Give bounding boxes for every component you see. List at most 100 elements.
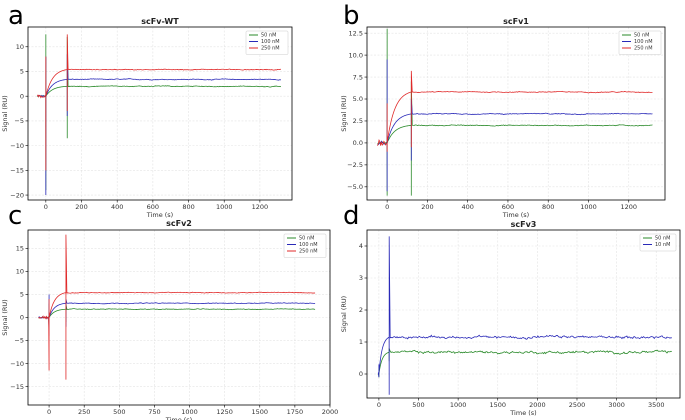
legend-label: 100 nM	[261, 39, 280, 45]
legend-label: 250 nM	[261, 46, 280, 52]
series-line-100-nm	[37, 54, 281, 196]
chart-panel-b: b scFv1 0 200 400 600 800 1000 1200 −5.0 −2.5 0.0 2.…	[340, 1, 666, 219]
y-tick-label: −5	[14, 337, 24, 345]
x-tick-label: 2500	[569, 401, 586, 409]
y-tick-label: 5	[20, 291, 24, 299]
x-axis-label: Time (s)	[146, 211, 173, 219]
x-tick-label: 1200	[252, 203, 269, 211]
x-tick-label: 0	[47, 408, 51, 416]
x-tick-label: 1500	[489, 401, 506, 409]
series-group	[377, 28, 653, 196]
x-tick-label: 400	[111, 203, 123, 211]
y-tick-label: 5	[20, 68, 24, 76]
x-tick-label: 0	[385, 203, 389, 211]
y-tick-label: 12.5	[349, 29, 363, 37]
x-tick-label: 1000	[216, 203, 233, 211]
x-tick-label: 2000	[529, 401, 546, 409]
legend-label: 100 nM	[299, 242, 318, 248]
x-tick-label: 800	[182, 203, 194, 211]
y-tick-label: 10.0	[349, 51, 363, 59]
series-line-250-nm	[377, 70, 653, 152]
x-tick-label: 0	[377, 401, 381, 409]
y-tick-label: 0	[20, 92, 24, 100]
series-group	[36, 34, 282, 196]
x-tick-label: 2000	[322, 408, 339, 416]
x-axis-label: Time (s)	[502, 211, 529, 219]
series-group	[38, 234, 316, 380]
x-tick-label: 200	[75, 203, 87, 211]
x-tick-label: 1250	[216, 408, 233, 416]
plot-frame	[27, 26, 293, 201]
x-tick-label: 1000	[450, 401, 467, 409]
series-line-50-nm	[377, 348, 672, 378]
series-line-100-nm	[377, 59, 653, 192]
x-tick-label: 1000	[181, 408, 198, 416]
y-tick-label: 15	[16, 245, 24, 253]
x-tick-label: 1200	[620, 203, 637, 211]
legend-label: 50 nM	[261, 33, 276, 39]
chart-title: scFv3	[511, 220, 537, 229]
y-tick-label: −5.0	[347, 183, 363, 191]
y-axis-label: Signal (RU)	[340, 95, 348, 131]
series-line-10-nm	[377, 236, 672, 395]
panel-letter: b	[343, 1, 360, 31]
x-tick-label: 800	[542, 203, 554, 211]
legend-label: 10 nM	[655, 242, 670, 248]
y-tick-label: 1	[359, 338, 363, 346]
x-tick-label: 200	[421, 203, 433, 211]
chart-title: scFv1	[503, 17, 529, 26]
x-tick-label: 3000	[608, 401, 625, 409]
chart-title: scFv-WT	[141, 17, 179, 26]
y-tick-label: −2.5	[347, 161, 363, 169]
x-axis-label: Time (s)	[165, 416, 192, 420]
y-tick-label: 0	[20, 314, 24, 322]
x-tick-label: 500	[412, 401, 424, 409]
plot-frame	[366, 229, 681, 399]
y-tick-label: 3	[359, 274, 363, 282]
x-tick-label: 3500	[648, 401, 665, 409]
x-tick-label: 750	[148, 408, 160, 416]
legend-label: 50 nM	[634, 33, 649, 39]
chart-title: scFv2	[166, 219, 192, 228]
series-line-50-nm	[377, 28, 653, 196]
panel-letter: d	[343, 201, 360, 231]
legend-label: 50 nM	[299, 236, 314, 242]
series-line-50-nm	[38, 303, 316, 332]
x-tick-label: 600	[147, 203, 159, 211]
legend-box	[245, 30, 289, 55]
series-line-250-nm	[36, 34, 281, 171]
x-tick-label: 500	[113, 408, 125, 416]
x-tick-label: 400	[461, 203, 473, 211]
y-axis-label: Signal (RU)	[340, 296, 348, 332]
series-line-50-nm	[37, 34, 282, 191]
y-tick-label: −10	[10, 360, 24, 368]
x-tick-label: 600	[502, 203, 514, 211]
y-axis-label: Signal (RU)	[1, 95, 9, 131]
x-tick-label: 1000	[580, 203, 597, 211]
x-tick-label: 250	[78, 408, 90, 416]
legend-label: 50 nM	[655, 236, 670, 242]
y-axis-label: Signal (RU)	[1, 299, 9, 335]
legend-box	[283, 233, 327, 258]
legend-label: 100 nM	[634, 39, 653, 45]
series-line-250-nm	[38, 234, 316, 380]
y-tick-label: 4	[359, 242, 363, 250]
legend-label: 250 nM	[634, 46, 653, 52]
legend-box	[618, 30, 662, 55]
plot-frame	[366, 26, 666, 201]
x-tick-label: 1750	[287, 408, 304, 416]
series-group	[377, 236, 672, 395]
y-tick-label: −15	[10, 167, 24, 175]
panel-letter: a	[8, 1, 24, 31]
y-tick-label: −20	[10, 191, 24, 199]
legend-label: 250 nM	[299, 249, 318, 255]
chart-panel-a: a scFv-WT 0 200 400 600 800 1000 1200 −20 −15 −10 −5…	[1, 1, 293, 219]
series-line-100-nm	[38, 294, 316, 336]
y-tick-label: −15	[10, 383, 24, 391]
